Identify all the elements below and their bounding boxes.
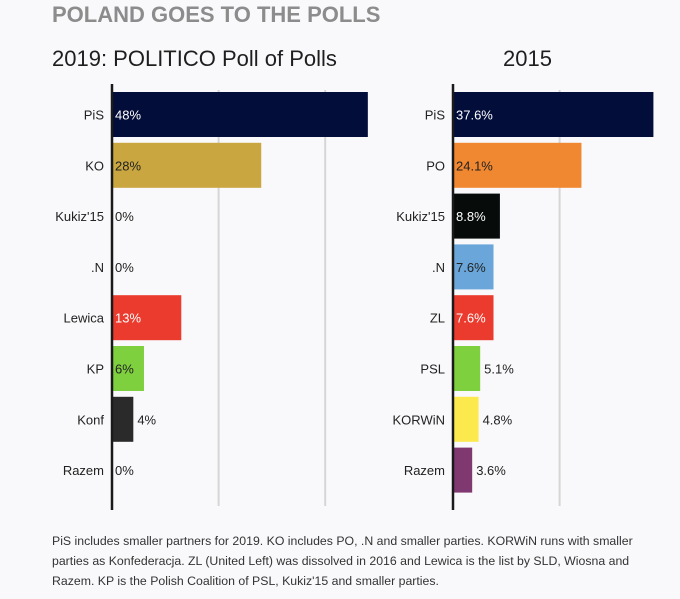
category-label-2019-1: KO — [85, 158, 104, 173]
category-label-2019-6: Konf — [77, 412, 104, 427]
bar-charts: PiS 48% KO 28% Kukiz'15 0% .N 0% Lewica 13% KP 6% Ko… — [55, 84, 654, 510]
category-label-2019-5: KP — [87, 362, 104, 377]
category-label-2015-2: Kukiz'15 — [396, 209, 445, 224]
bar-2019-1 — [112, 142, 262, 188]
value-label-2019-6: 4% — [137, 412, 156, 427]
main-title: POLAND GOES TO THE POLLS — [52, 2, 381, 27]
bar-2015-1 — [453, 142, 582, 188]
category-label-2019-2: Kukiz'15 — [55, 209, 104, 224]
category-label-2019-4: Lewica — [64, 311, 105, 326]
category-label-2019-7: Razem — [63, 463, 104, 478]
category-label-2015-1: PO — [426, 158, 445, 173]
category-label-2015-4: ZL — [430, 311, 445, 326]
value-label-2015-5: 5.1% — [484, 362, 514, 377]
bar-2015-4 — [453, 295, 494, 341]
chart-title-2015: 2015 — [503, 46, 552, 71]
value-label-2015-4: 7.6% — [456, 311, 486, 326]
value-label-2019-5: 6% — [115, 362, 134, 377]
category-label-2019-3: .N — [91, 260, 104, 275]
chart-title-2019: 2019: POLITICO Poll of Polls — [52, 46, 337, 71]
value-label-2019-0: 48% — [115, 108, 141, 123]
bar-2019-5 — [112, 346, 144, 391]
category-label-2015-0: PiS — [425, 108, 446, 123]
category-label-2015-7: Razem — [404, 463, 445, 478]
value-label-2015-3: 7.6% — [456, 260, 486, 275]
bar-2015-6 — [453, 396, 479, 442]
value-label-2019-1: 28% — [115, 158, 141, 173]
value-label-2015-6: 4.8% — [483, 412, 513, 427]
bar-2015-0 — [453, 92, 654, 137]
value-label-2019-7: 0% — [115, 463, 134, 478]
value-label-2015-0: 37.6% — [456, 108, 493, 123]
value-label-2019-2: 0% — [115, 209, 134, 224]
bar-2015-7 — [453, 447, 473, 493]
bar-2015-3 — [453, 244, 494, 290]
category-label-2015-5: PSL — [420, 362, 445, 377]
bar-2015-2 — [453, 193, 500, 239]
value-label-2015-7: 3.6% — [476, 463, 506, 478]
category-label-2019-0: PiS — [84, 108, 105, 123]
value-label-2015-1: 24.1% — [456, 158, 493, 173]
bar-2019-6 — [112, 396, 134, 442]
bar-2015-5 — [453, 346, 481, 391]
category-label-2015-6: KORWiN — [393, 412, 445, 427]
footnote: PiS includes smaller partners for 2019. … — [52, 534, 633, 588]
bar-2019-0 — [112, 92, 368, 137]
category-label-2015-3: .N — [432, 260, 445, 275]
value-label-2015-2: 8.8% — [456, 209, 486, 224]
value-label-2019-3: 0% — [115, 260, 134, 275]
bar-2019-4 — [112, 295, 182, 341]
value-label-2019-4: 13% — [115, 311, 141, 326]
